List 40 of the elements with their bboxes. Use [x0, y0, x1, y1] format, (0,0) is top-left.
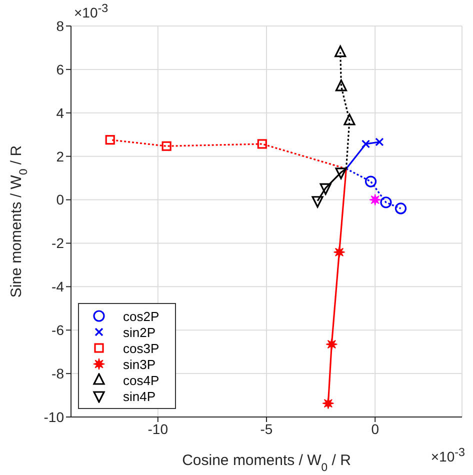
- y-tick-label: 0: [56, 192, 64, 208]
- point: [344, 114, 356, 126]
- y-tick-label: -6: [52, 322, 64, 338]
- y-tick-label: 8: [56, 18, 64, 34]
- point: [369, 194, 382, 206]
- legend-label: cos3P: [123, 340, 160, 356]
- legend-label: sin2P: [123, 324, 156, 340]
- point: [361, 140, 370, 148]
- x-tick-label: -10: [148, 420, 168, 437]
- point: [394, 202, 407, 214]
- point: [335, 168, 347, 180]
- y-tick-label: 2: [56, 148, 64, 164]
- point: [257, 139, 267, 149]
- legend-label: sin3P: [123, 356, 156, 372]
- y-tick-label: -2: [52, 235, 64, 252]
- y-tick-label: -8: [52, 366, 64, 382]
- point: [162, 141, 172, 151]
- x-axis-title: Cosine moments / W$_{0}$ / R: [182, 452, 352, 474]
- point: [375, 138, 384, 146]
- text: ×10$^{-3}$: [430, 446, 465, 465]
- point: [335, 80, 348, 92]
- point: [322, 397, 334, 410]
- point: [320, 183, 332, 195]
- legend-label: cos4P: [123, 372, 160, 388]
- y-tick-label: -4: [52, 278, 64, 295]
- y-tick-label: 4: [56, 104, 64, 121]
- x-tick-label: -5: [260, 420, 273, 437]
- point: [334, 45, 346, 58]
- x-tick-label: 0: [371, 420, 380, 437]
- text: ×10$^{-3}$: [74, 2, 108, 21]
- point: [105, 135, 115, 145]
- legend-label: cos2P: [123, 308, 160, 324]
- legend-label: sin4P: [123, 388, 156, 404]
- y-tick-label: -10: [44, 408, 64, 425]
- point: [333, 246, 346, 258]
- point: [380, 196, 392, 208]
- point: [312, 196, 324, 208]
- point: [326, 338, 338, 350]
- y-tick-label: 6: [56, 61, 64, 78]
- point: [364, 176, 377, 188]
